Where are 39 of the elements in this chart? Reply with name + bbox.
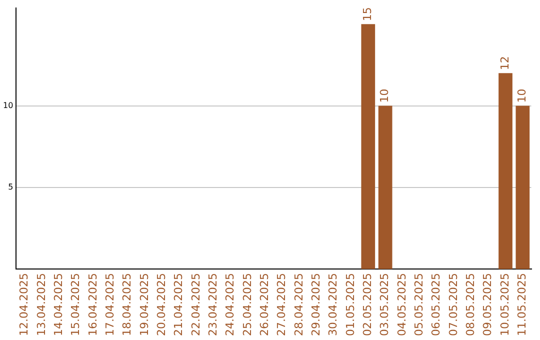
- x-tick-label: 21.04.2025: [172, 273, 186, 336]
- x-tick-label: 24.04.2025: [224, 273, 237, 336]
- x-tick-label: 02.05.2025: [361, 273, 374, 336]
- x-tick-label: 12.04.2025: [18, 273, 31, 336]
- data-label: 15: [361, 7, 374, 22]
- x-tick-label: 19.04.2025: [138, 273, 151, 336]
- x-tick-label: 03.05.2025: [378, 273, 392, 336]
- bar: [516, 106, 530, 270]
- x-tick-label: 22.04.2025: [189, 273, 202, 336]
- x-tick-label: 16.04.2025: [86, 273, 100, 336]
- x-tick-label: 30.04.2025: [326, 273, 340, 336]
- x-tick-label: 26.04.2025: [258, 273, 271, 336]
- x-tick-label: 14.04.2025: [52, 273, 65, 336]
- x-tick-label: 06.05.2025: [430, 273, 443, 336]
- x-tick-label: 18.04.2025: [120, 273, 134, 336]
- y-tick-label: 5: [8, 182, 14, 192]
- bar: [378, 106, 392, 270]
- x-tick-label: 27.04.2025: [275, 273, 288, 336]
- x-tick-label: 25.04.2025: [240, 273, 254, 336]
- x-tick-label: 09.05.2025: [481, 273, 494, 336]
- x-tick-label: 11.05.2025: [516, 273, 529, 336]
- bar: [361, 24, 376, 270]
- x-tick-label: 17.04.2025: [103, 273, 116, 336]
- x-tick-label: 05.05.2025: [412, 273, 426, 336]
- x-tick-label: 15.04.2025: [69, 273, 82, 336]
- data-label: 12: [498, 56, 512, 70]
- x-tick-label: 13.04.2025: [34, 273, 48, 336]
- x-tick-label: 01.05.2025: [344, 273, 357, 336]
- data-label: 10: [516, 88, 529, 103]
- x-tick-label: 07.05.2025: [446, 273, 460, 336]
- x-tick-label: 08.05.2025: [464, 273, 478, 336]
- x-tick-label: 20.04.2025: [154, 273, 168, 336]
- x-tick-label: 04.05.2025: [395, 273, 408, 336]
- data-label: 10: [378, 88, 392, 103]
- bar: [498, 73, 512, 270]
- x-tick-label: 28.04.2025: [292, 273, 306, 336]
- x-tick-label: 23.04.2025: [206, 273, 220, 336]
- x-tick-label: 29.04.2025: [309, 273, 322, 336]
- x-tick-label: 10.05.2025: [498, 273, 512, 336]
